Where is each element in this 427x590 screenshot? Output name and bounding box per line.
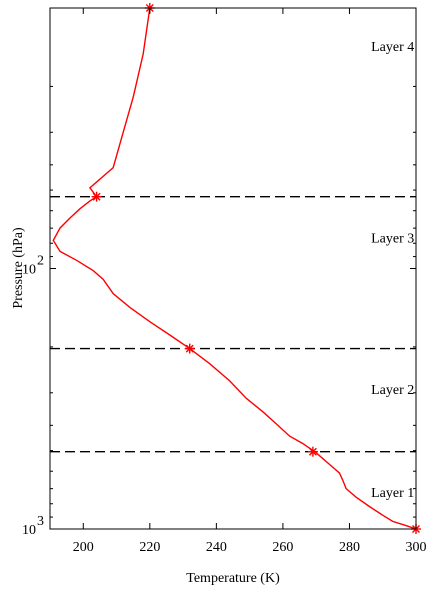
y-tick-label: 10 [22, 263, 36, 278]
marker-stroke [185, 344, 194, 353]
y-axis-label: Pressure (hPa) [11, 227, 26, 309]
data-marker [91, 191, 102, 202]
data-marker [307, 446, 318, 457]
marker-stroke [308, 447, 317, 456]
data-marker [184, 343, 195, 354]
x-tick-label: 220 [139, 540, 160, 555]
layer-label: Layer 2 [371, 383, 414, 398]
layer-label: Layer 1 [371, 486, 414, 501]
annotations-group: Layer 4 Layer 3 Layer 2 Layer 1 [371, 40, 414, 501]
x-tick-label: 200 [73, 540, 94, 555]
y-tick-label-exponent: 3 [37, 514, 44, 529]
x-tick-label: 280 [339, 540, 360, 555]
plot-frame [49, 7, 417, 530]
y-tick-label: 10 [22, 523, 36, 538]
x-tick-label: 260 [272, 540, 293, 555]
x-axis-label: Temperature (K) [186, 571, 280, 586]
layer-label: Layer 3 [371, 231, 414, 246]
plot-background [50, 8, 416, 529]
x-tick-label: 240 [206, 540, 227, 555]
layer-boundaries [50, 195, 416, 453]
marker-stroke [92, 192, 101, 201]
layer-label: Layer 4 [371, 40, 414, 55]
y-tick-label-exponent: 2 [37, 254, 44, 269]
x-tick-label: 300 [406, 540, 427, 555]
